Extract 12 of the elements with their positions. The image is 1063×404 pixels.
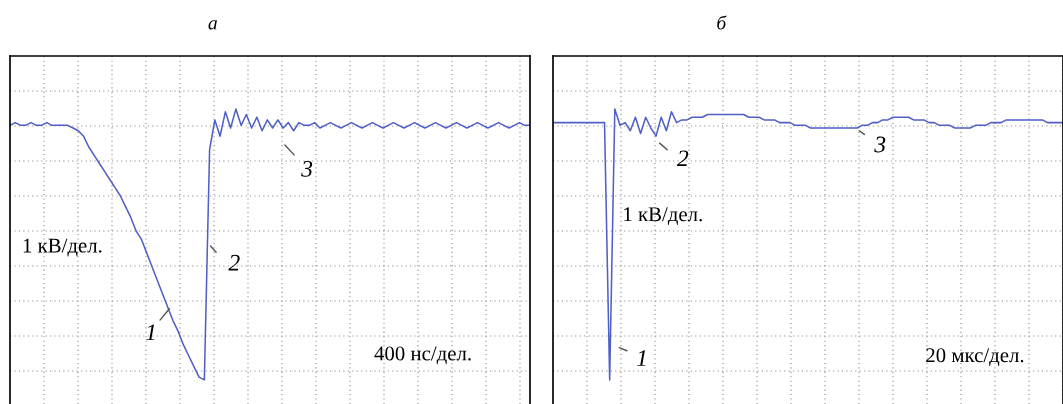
annotation: 1 [146, 324, 155, 341]
annotation: 2 [676, 150, 689, 167]
annotation: 20 мкс/дел. [926, 348, 1024, 367]
chart-title: б [717, 15, 727, 30]
chart-title: а [208, 20, 217, 30]
annotation: 3 [301, 160, 313, 177]
annotation: 2 [228, 254, 240, 271]
annotation: 1 кВ/дел. [23, 238, 102, 257]
annotation: 1 кВ/дел. [624, 207, 702, 226]
annotation: 1 [636, 350, 646, 366]
annotation: 400 нс/дел. [374, 346, 471, 365]
annotation: 3 [874, 136, 886, 153]
